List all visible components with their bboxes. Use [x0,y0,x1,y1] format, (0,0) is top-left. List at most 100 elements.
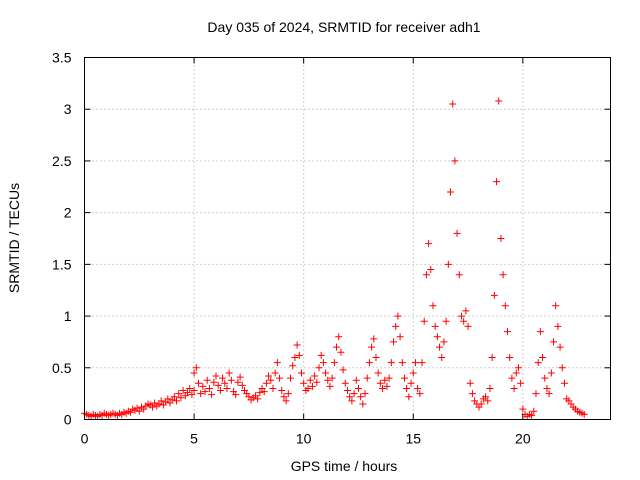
data-point [425,240,433,248]
data-point [190,369,198,377]
data-point [317,351,325,359]
data-point [322,369,330,377]
data-point [186,384,194,392]
data-point [508,374,516,382]
data-point [462,307,470,315]
data-point [326,382,334,390]
data-point [210,378,218,386]
data-point [482,393,490,401]
data-point [295,351,303,359]
y-tick-label: 0.5 [52,360,72,376]
data-point [254,395,262,403]
data-point [212,372,220,380]
data-point [205,384,213,392]
data-point [188,391,196,399]
data-point [339,366,347,374]
data-point [560,379,568,387]
data-point [398,359,406,367]
data-point [534,359,542,367]
data-point [333,343,341,351]
data-point [460,317,468,325]
data-point [359,400,367,408]
data-point [503,328,511,336]
y-tick-label: 2.5 [52,153,72,169]
data-point [420,317,428,325]
data-point [216,387,224,395]
data-point [431,322,439,330]
data-point [433,333,441,341]
data-point [392,322,400,330]
data-point [512,369,520,377]
data-point [348,397,356,405]
data-point [271,369,279,377]
data-point [536,328,544,336]
data-point [530,407,538,415]
data-point [387,359,395,367]
data-point [547,369,555,377]
x-axis-label: GPS time / hours [291,458,398,474]
data-point [267,376,275,384]
data-point [157,397,165,405]
data-point [256,389,264,397]
data-point [199,382,207,390]
grid-lines [84,57,611,420]
data-point [368,343,376,351]
data-point [203,376,211,384]
data-point [396,333,404,341]
data-point [372,353,380,361]
data-point [484,397,492,405]
data-point [385,374,393,382]
plot-frame [84,57,611,420]
x-tick-label: 20 [515,431,531,447]
data-point [455,271,463,279]
data-point [493,178,501,186]
data-point [227,376,235,384]
x-tick-label: 5 [190,431,198,447]
x-axis: 0 5 10 15 20 [81,57,531,447]
data-point [554,322,562,330]
data-point [519,405,527,413]
data-point [300,379,308,387]
data-point [311,372,319,380]
data-point [374,369,382,377]
data-point [541,374,549,382]
data-point [330,359,338,367]
data-point [354,384,362,392]
data-point [315,364,323,372]
data-point [269,384,277,392]
data-point [304,384,312,392]
data-point [370,335,378,343]
data-point [580,410,588,418]
data-point [464,322,472,330]
data-point [357,393,365,401]
data-point [365,359,373,367]
data-point [394,312,402,320]
data-point [468,390,476,398]
data-point [223,384,231,392]
data-point [361,390,369,398]
data-point [190,387,198,395]
data-point [313,378,321,386]
data-point [363,374,371,382]
data-point [265,372,273,380]
x-tick-label: 0 [81,431,89,447]
data-point [447,188,455,196]
data-point [208,391,216,399]
data-point [528,411,536,419]
data-point [486,384,494,392]
data-point [466,379,474,387]
data-point [477,400,485,408]
data-point [148,403,156,411]
data-point [344,387,351,395]
data-point [179,387,187,395]
data-point [308,382,316,390]
x-tick-label: 10 [296,431,312,447]
data-point [490,291,498,299]
data-point [175,390,183,398]
data-point [457,312,465,320]
data-point [407,379,415,387]
data-point [403,384,411,392]
data-point [451,157,459,165]
data-point [328,374,336,382]
